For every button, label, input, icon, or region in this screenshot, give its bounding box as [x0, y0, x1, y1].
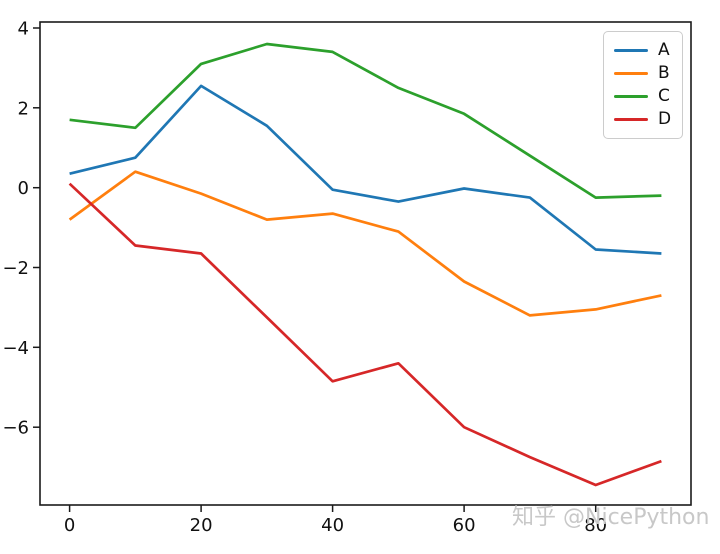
- x-tick-label: 60: [453, 515, 476, 536]
- series-line-A: [69, 84, 662, 255]
- legend-label-a: A: [658, 40, 670, 60]
- legend-swatch-d: [614, 118, 648, 121]
- legend-swatch-b: [614, 72, 648, 75]
- y-tick-label: 4: [18, 19, 29, 40]
- y-tick-label: −2: [2, 258, 29, 279]
- series-line-D: [68, 182, 662, 487]
- x-tick-label: 40: [321, 515, 344, 536]
- x-tick-label: 20: [190, 515, 213, 536]
- x-tick-label: 0: [64, 515, 75, 536]
- plot-frame: [39, 21, 692, 506]
- legend-label-c: C: [658, 86, 670, 106]
- legend-row: D: [614, 108, 682, 131]
- legend-row: B: [614, 62, 682, 85]
- legend-row: A: [614, 39, 682, 62]
- legend-row: C: [614, 85, 682, 108]
- x-tick-label: 80: [584, 515, 607, 536]
- legend-label-d: D: [658, 109, 672, 129]
- y-tick-label: −4: [2, 338, 29, 359]
- series-line-C: [69, 42, 662, 199]
- y-tick-label: −6: [2, 418, 29, 439]
- legend-label-b: B: [658, 63, 670, 83]
- legend: A B C D: [603, 31, 683, 139]
- y-tick-label: 0: [18, 178, 29, 199]
- legend-swatch-c: [614, 95, 648, 98]
- series-line-B: [68, 170, 662, 317]
- legend-swatch-a: [614, 49, 648, 52]
- y-tick-label: 2: [18, 98, 29, 119]
